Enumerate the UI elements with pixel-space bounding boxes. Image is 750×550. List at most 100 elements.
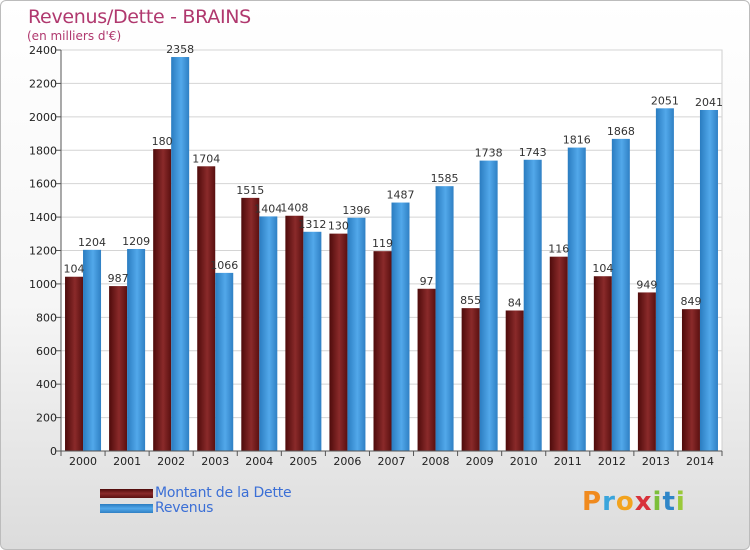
data-label-revenue: 1209 (122, 235, 150, 248)
logo-letter: P (582, 487, 603, 517)
data-label-revenue: 1204 (78, 236, 106, 249)
bar-revenue (127, 248, 146, 451)
y-tick-label: 2000 (29, 111, 57, 124)
y-tick-label: 2400 (29, 44, 57, 57)
bar-revenue (655, 108, 674, 452)
bar-revenue (215, 272, 234, 451)
data-label-revenue: 1868 (607, 125, 635, 138)
bar-revenue (523, 159, 542, 451)
logo-letter: t (662, 487, 676, 517)
data-label-debt: 1515 (236, 184, 264, 197)
data-label-debt: 84 (508, 296, 522, 309)
proxiti-logo: Proxiti (582, 487, 686, 517)
data-label-debt: 1704 (192, 152, 220, 165)
y-tick-label: 1800 (29, 144, 57, 157)
y-tick-label: 200 (36, 412, 57, 425)
data-label-debt: 119 (372, 237, 393, 250)
data-label-debt: 116 (548, 243, 569, 256)
bar-revenue (303, 231, 322, 451)
logo-letter: x (634, 487, 653, 517)
legend-swatch-revenue (100, 504, 153, 513)
y-tick-label: 2200 (29, 77, 57, 90)
bar-debt (549, 256, 568, 451)
bar-revenue (347, 217, 366, 451)
data-label-debt: 949 (636, 278, 657, 291)
x-tick-label: 2002 (157, 455, 185, 468)
bar-revenue (259, 216, 278, 451)
data-label-debt: 180 (152, 135, 173, 148)
logo-letter: i (652, 487, 663, 517)
bar-debt (593, 276, 612, 451)
data-label-revenue: 1816 (563, 134, 591, 147)
logo-letter: i (675, 487, 686, 517)
bar-debt (637, 292, 656, 451)
data-label-revenue: 1312 (298, 218, 326, 231)
bar-revenue (479, 160, 498, 451)
x-tick-label: 2005 (289, 455, 317, 468)
y-tick-label: 600 (36, 345, 57, 358)
bar-revenue (435, 186, 454, 451)
x-tick-label: 2010 (510, 455, 538, 468)
legend-label-revenue: Revenus (155, 500, 214, 516)
legend-swatch-debt (100, 489, 153, 498)
x-tick-label: 2011 (554, 455, 582, 468)
data-label-debt: 855 (460, 294, 481, 307)
data-label-debt: 104 (64, 263, 85, 276)
chart-subtitle: (en milliers d'€) (27, 29, 122, 43)
data-label-debt: 1408 (280, 202, 308, 215)
data-label-revenue: 1585 (431, 172, 459, 185)
data-label-revenue: 1487 (387, 189, 415, 202)
bar-revenue (699, 109, 718, 452)
bar-debt (153, 149, 172, 451)
data-label-revenue: 1738 (475, 147, 503, 160)
logo-letter: o (615, 487, 635, 517)
logo-letter: r (602, 487, 616, 517)
data-label-revenue: 2041 (695, 96, 723, 109)
y-tick-label: 1000 (29, 278, 57, 291)
bar-debt (285, 215, 304, 451)
data-label-revenue: 1066 (210, 259, 238, 272)
bar-debt (681, 309, 700, 451)
x-tick-label: 2013 (642, 455, 670, 468)
y-tick-label: 1400 (29, 211, 57, 224)
bar-debt (461, 308, 480, 451)
data-label-debt: 849 (680, 295, 701, 308)
bar-revenue (83, 249, 102, 451)
data-label-debt: 130 (328, 220, 349, 233)
data-label-debt: 104 (592, 262, 613, 275)
x-tick-label: 2008 (422, 455, 450, 468)
x-tick-label: 2006 (333, 455, 361, 468)
data-label-revenue: 1404 (254, 202, 282, 215)
x-tick-label: 2000 (69, 455, 97, 468)
data-label-revenue: 1396 (342, 204, 370, 217)
x-tick-label: 2001 (113, 455, 141, 468)
bar-debt (241, 197, 260, 451)
legend-label-debt: Montant de la Dette (155, 485, 292, 501)
data-label-debt: 987 (108, 272, 129, 285)
bar-revenue (171, 57, 190, 452)
bar-revenue (567, 147, 586, 451)
bar-debt (417, 288, 436, 451)
bar-revenue (611, 138, 630, 451)
bar-debt (373, 251, 392, 451)
x-tick-label: 2012 (598, 455, 626, 468)
bar-debt (197, 166, 216, 452)
x-tick-label: 2004 (245, 455, 273, 468)
bar-debt (65, 276, 84, 451)
bar-debt (109, 286, 128, 451)
data-label-revenue: 2358 (166, 43, 194, 56)
bar-revenue (391, 202, 410, 451)
y-tick-label: 800 (36, 311, 57, 324)
data-label-revenue: 1743 (519, 146, 547, 159)
x-tick-label: 2009 (466, 455, 494, 468)
data-label-revenue: 2051 (651, 94, 679, 107)
chart-title: Revenus/Dette - BRAINS (28, 6, 251, 28)
y-tick-label: 0 (50, 445, 57, 458)
data-label-debt: 97 (420, 275, 434, 288)
bar-debt (329, 233, 348, 451)
bar-debt (505, 310, 524, 451)
y-tick-label: 400 (36, 378, 57, 391)
x-tick-label: 2014 (686, 455, 714, 468)
x-tick-label: 2003 (201, 455, 229, 468)
